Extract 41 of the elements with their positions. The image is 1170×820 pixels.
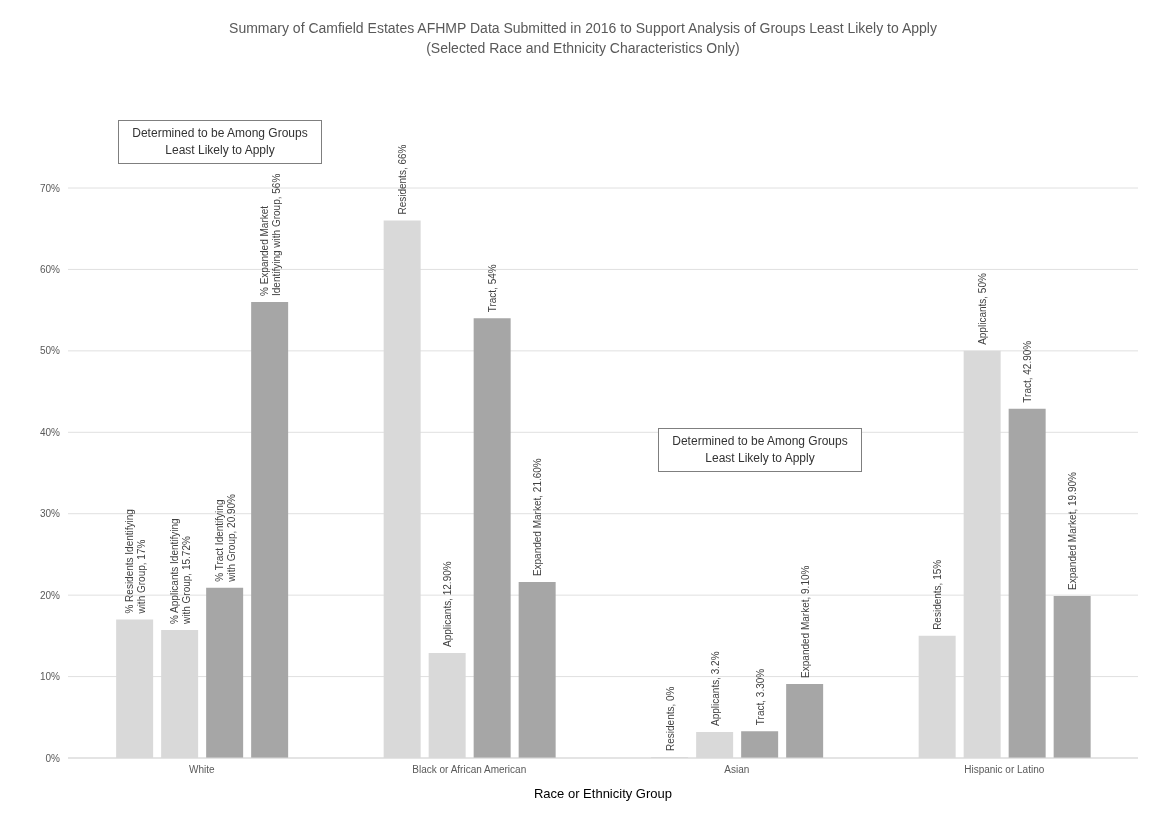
data-label: Applicants, 50% [977, 273, 989, 345]
y-tick-label: 40% [39, 426, 61, 438]
bar [206, 587, 244, 758]
bar [251, 302, 289, 758]
data-label: Tract, 42.90% [1022, 340, 1034, 403]
bar [741, 731, 779, 758]
chart-subtitle: (Selected Race and Ethnicity Characteristics Only) [425, 39, 741, 58]
text: Determined to be Among Groups Least Likely to Apply [118, 120, 322, 164]
data-label: Expanded Market, 19.90% [1067, 472, 1079, 590]
data-label: Tract, 3.30% [754, 668, 766, 726]
data-label: Residents, 15% [932, 559, 944, 630]
data-label: % Expanded Market Identifying with Group, 56% [258, 173, 282, 296]
bar [1053, 595, 1091, 758]
y-tick-label: 10% [39, 671, 61, 683]
data-label: Applicants, 3.2% [709, 651, 721, 726]
data-label: Expanded Market, 21.60% [532, 458, 544, 577]
bar [518, 582, 556, 758]
x-tick-label: Hispanic or Latino [964, 764, 1045, 776]
data-label: Residents, 0% [664, 686, 676, 751]
bar [1008, 408, 1046, 758]
x-tick-label: Asian [724, 764, 750, 776]
x-tick-label: White [188, 764, 215, 776]
data-label: Residents, 66% [397, 144, 409, 215]
y-tick-label: 60% [39, 263, 61, 275]
data-label: Applicants, 12.90% [442, 561, 454, 647]
y-tick-label: 50% [39, 345, 61, 357]
y-tick-label: 0% [45, 752, 61, 764]
data-label: % Residents Identifying with Group, 17% [123, 509, 147, 615]
data-label: % Tract Identifying with Group, 20.90% [213, 493, 237, 583]
x-tick-label: Black or African American [412, 764, 527, 776]
y-tick-label: 30% [39, 508, 61, 520]
bar [786, 683, 824, 758]
data-label: Expanded Market, 9.10% [799, 565, 811, 678]
y-tick-label: 20% [39, 589, 61, 601]
x-axis-title: Race or Ethnicity Group [533, 786, 673, 801]
bar [473, 318, 511, 758]
chart-title: Summary of Camfield Estates AFHMP Data Submitted in 2016 to Support Analysis of Groups Least Likely to Apply [228, 19, 938, 38]
annotation: Determined to be Among Groups Least Likely to Apply [658, 428, 862, 472]
y-tick-label: 70% [39, 182, 61, 194]
data-label: % Applicants Identifying with Group, 15.72% [168, 518, 192, 625]
data-label: Tract, 54% [487, 264, 499, 313]
